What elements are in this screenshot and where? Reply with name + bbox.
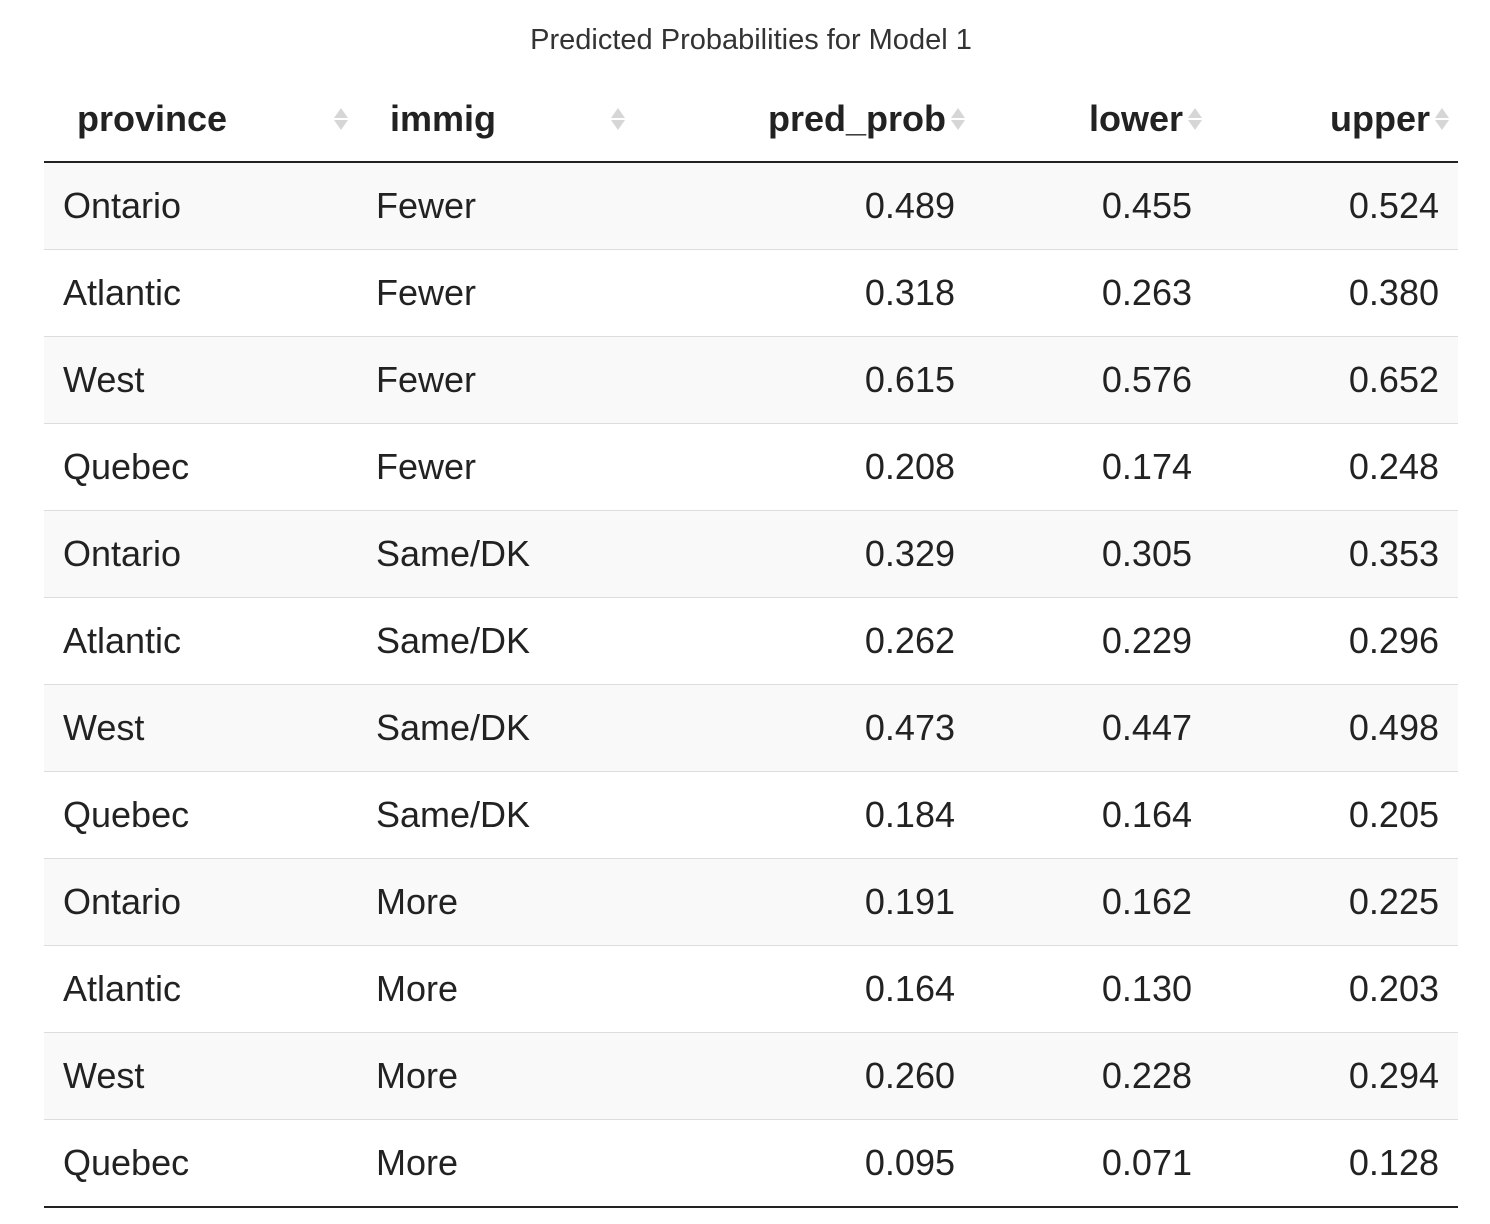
cell-pred-prob: 0.489 [634,162,974,250]
cell-province: Quebec [44,1119,357,1208]
table-row: West Same/DK 0.473 0.447 0.498 [44,684,1458,772]
table-row: Quebec More 0.095 0.071 0.128 [44,1119,1458,1208]
cell-upper: 0.225 [1211,858,1458,946]
cell-upper: 0.294 [1211,1032,1458,1120]
cell-pred-prob: 0.184 [634,771,974,859]
cell-upper: 0.380 [1211,249,1458,337]
cell-lower: 0.174 [974,423,1211,511]
cell-upper: 0.296 [1211,597,1458,685]
cell-province: Atlantic [44,597,357,685]
cell-pred-prob: 0.208 [634,423,974,511]
cell-upper: 0.203 [1211,945,1458,1033]
cell-immig: Fewer [357,162,634,250]
cell-lower: 0.164 [974,771,1211,859]
table-row: Quebec Same/DK 0.184 0.164 0.205 [44,771,1458,859]
table-row: Ontario More 0.191 0.162 0.225 [44,858,1458,946]
table-row: Atlantic Fewer 0.318 0.263 0.380 [44,249,1458,337]
cell-province: Quebec [44,771,357,859]
cell-lower: 0.447 [974,684,1211,772]
column-header-province[interactable]: province [44,76,357,163]
sort-icon[interactable] [1187,107,1203,130]
cell-pred-prob: 0.473 [634,684,974,772]
cell-pred-prob: 0.260 [634,1032,974,1120]
cell-lower: 0.162 [974,858,1211,946]
cell-immig: Same/DK [357,771,634,859]
cell-province: Ontario [44,510,357,598]
cell-province: Ontario [44,858,357,946]
column-header-lower[interactable]: lower [974,76,1211,163]
cell-immig: Same/DK [357,597,634,685]
cell-upper: 0.248 [1211,423,1458,511]
sort-icon[interactable] [333,107,349,130]
cell-immig: More [357,1032,634,1120]
header-row: province immig pred_prob [44,76,1458,163]
table-caption: Predicted Probabilities for Model 1 [530,24,972,56]
cell-province: Atlantic [44,945,357,1033]
cell-upper: 0.205 [1211,771,1458,859]
cell-pred-prob: 0.615 [634,336,974,424]
cell-province: Quebec [44,423,357,511]
cell-pred-prob: 0.318 [634,249,974,337]
cell-upper: 0.524 [1211,162,1458,250]
column-header-label: lower [1088,97,1183,139]
cell-pred-prob: 0.191 [634,858,974,946]
cell-lower: 0.576 [974,336,1211,424]
cell-lower: 0.263 [974,249,1211,337]
sort-icon[interactable] [610,107,626,130]
cell-province: West [44,1032,357,1120]
cell-immig: Fewer [357,249,634,337]
column-header-label: province [77,97,228,139]
cell-upper: 0.498 [1211,684,1458,772]
cell-pred-prob: 0.262 [634,597,974,685]
cell-lower: 0.305 [974,510,1211,598]
column-header-immig[interactable]: immig [357,76,634,163]
cell-upper: 0.128 [1211,1119,1458,1208]
data-table: province immig pred_prob [44,76,1458,1208]
table-row: Quebec Fewer 0.208 0.174 0.248 [44,423,1458,511]
table-row: Atlantic Same/DK 0.262 0.229 0.296 [44,597,1458,685]
column-header-pred-prob[interactable]: pred_prob [634,76,974,163]
cell-pred-prob: 0.329 [634,510,974,598]
cell-immig: More [357,858,634,946]
cell-province: Ontario [44,162,357,250]
cell-immig: Same/DK [357,510,634,598]
cell-immig: Same/DK [357,684,634,772]
column-header-label: pred_prob [767,97,946,139]
cell-province: Atlantic [44,249,357,337]
cell-immig: More [357,1119,634,1208]
table-row: Ontario Same/DK 0.329 0.305 0.353 [44,510,1458,598]
sort-icon[interactable] [950,107,966,130]
cell-lower: 0.229 [974,597,1211,685]
cell-upper: 0.353 [1211,510,1458,598]
cell-immig: Fewer [357,336,634,424]
sort-icon[interactable] [1434,107,1450,130]
cell-province: West [44,684,357,772]
cell-upper: 0.652 [1211,336,1458,424]
cell-pred-prob: 0.095 [634,1119,974,1208]
cell-lower: 0.130 [974,945,1211,1033]
table-row: West More 0.260 0.228 0.294 [44,1032,1458,1120]
cell-immig: More [357,945,634,1033]
column-header-label: upper [1329,97,1430,139]
column-header-label: immig [390,97,497,139]
table-row: Ontario Fewer 0.489 0.455 0.524 [44,162,1458,250]
column-header-upper[interactable]: upper [1211,76,1458,163]
cell-province: West [44,336,357,424]
table-body: Ontario Fewer 0.489 0.455 0.524 Atlantic Fewer… [44,162,1458,1208]
cell-pred-prob: 0.164 [634,945,974,1033]
cell-immig: Fewer [357,423,634,511]
cell-lower: 0.455 [974,162,1211,250]
cell-lower: 0.071 [974,1119,1211,1208]
table-row: West Fewer 0.615 0.576 0.652 [44,336,1458,424]
cell-lower: 0.228 [974,1032,1211,1120]
predicted-probabilities-table: province immig pred_prob [44,76,1458,1208]
table-row: Atlantic More 0.164 0.130 0.203 [44,945,1458,1033]
